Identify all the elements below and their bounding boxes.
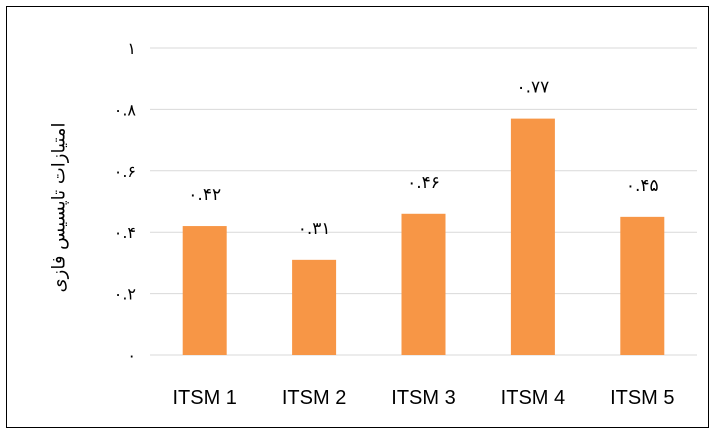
x-category-labels: ITSM 1 ITSM 2 ITSM 3 ITSM 4 ITSM 5 [172, 387, 674, 409]
bar [510, 118, 555, 355]
y-tick-label: ۰ [127, 346, 136, 365]
bar [620, 216, 665, 355]
y-tick-label: ۰.۲ [114, 285, 136, 304]
x-category-label: ITSM 4 [501, 387, 565, 409]
bar [401, 213, 446, 355]
data-label: ۰.۴۲ [188, 185, 221, 205]
y-tick-label: ۰.۸ [114, 100, 137, 119]
bars [182, 118, 665, 355]
bar [182, 226, 227, 355]
data-label: ۰.۴۵ [626, 176, 659, 196]
x-category-label: ITSM 1 [172, 387, 236, 409]
gridlines [150, 47, 697, 356]
y-tick-label: ۰.۶ [114, 162, 136, 181]
y-tick-label: ۰.۴ [114, 223, 136, 242]
bar [292, 259, 337, 355]
y-tick-label: ۱ [127, 39, 136, 58]
x-category-label: ITSM 2 [282, 387, 346, 409]
data-label: ۰.۷۷ [517, 78, 550, 98]
chart-frame [6, 6, 709, 428]
data-label: ۰.۴۶ [407, 173, 440, 193]
x-category-label: ITSM 3 [391, 387, 455, 409]
y-tick-labels: ۰ ۰.۲ ۰.۴ ۰.۶ ۰.۸ ۱ [114, 39, 137, 365]
data-labels: ۰.۴۲ ۰.۳۱ ۰.۴۶ ۰.۷۷ ۰.۴۵ [188, 78, 658, 239]
data-label: ۰.۳۱ [298, 219, 331, 239]
x-category-label: ITSM 5 [610, 387, 674, 409]
y-axis-title: امتیازات تاپسیس فازی [48, 123, 69, 293]
